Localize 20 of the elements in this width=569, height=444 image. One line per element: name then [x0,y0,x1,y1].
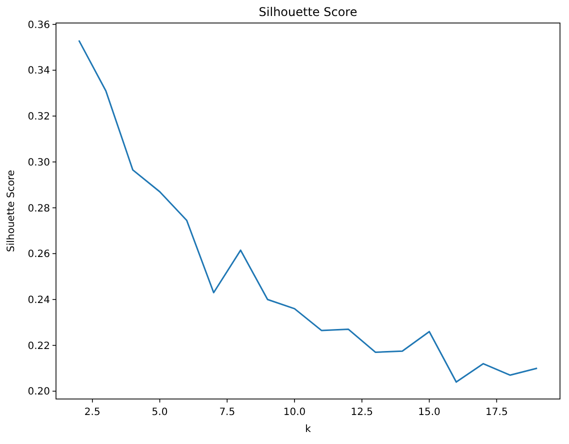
x-axis-title: k [305,424,312,435]
y-tick-label: 0.32 [28,112,50,123]
x-tick-label: 2.5 [84,407,100,418]
y-tick-label: 0.30 [28,157,50,168]
y-tick-label: 0.36 [28,20,50,31]
x-tick-label: 15.0 [418,407,440,418]
y-tick-label: 0.28 [28,203,50,214]
y-axis-title: Silhouette Score [6,170,17,252]
y-tick-label: 0.22 [28,340,50,352]
x-tick-label: 12.5 [350,407,374,418]
y-tick-label: 0.24 [28,295,50,306]
x-tick-label: 5.0 [152,407,168,418]
y-tick-label: 0.34 [28,66,50,77]
x-tick-label: 7.5 [219,407,236,418]
x-tick-label: 17.5 [486,407,508,418]
chart-title: Silhouette Score [258,5,358,19]
y-tick-label: 0.20 [28,386,50,398]
x-tick-label: 10.0 [283,407,306,418]
line-series [78,40,538,383]
y-tick-label: 0.26 [28,249,50,260]
